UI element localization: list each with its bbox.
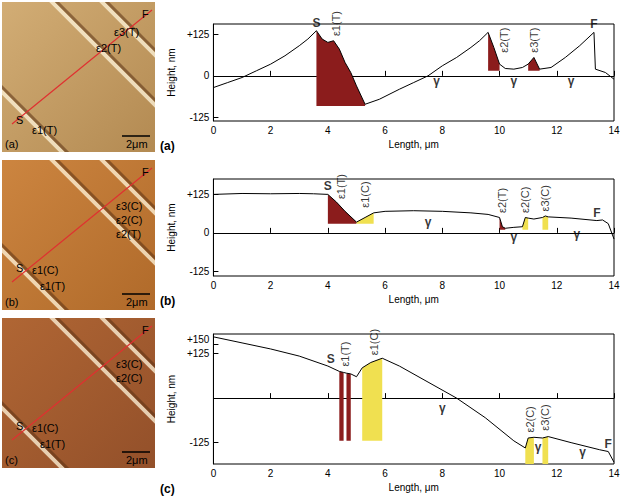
svg-text:ε1(T): ε1(T): [339, 342, 351, 367]
svg-text:+125: +125: [187, 29, 210, 40]
html-text:ε3(C): ε3(C): [116, 358, 143, 370]
svg-text:4: 4: [325, 125, 331, 136]
svg-text:12: 12: [551, 125, 563, 136]
svg-text:10: 10: [494, 468, 506, 479]
svg-text:Length, μm: Length, μm: [389, 139, 439, 150]
html-text:ε1(T): ε1(T): [32, 124, 58, 136]
svg-text:ε3(C): ε3(C): [539, 404, 551, 430]
svg-text:ε3(T): ε3(T): [528, 28, 540, 53]
html-text:ε2(C): ε2(C): [116, 372, 143, 384]
html-text:2μm: 2μm: [126, 296, 148, 308]
svg-text:10: 10: [494, 125, 506, 136]
svg-text:+125: +125: [187, 189, 210, 200]
svg-text:12: 12: [551, 280, 563, 291]
html-text:ε2(T): ε2(T): [96, 42, 122, 54]
html-text:S: S: [16, 420, 24, 432]
svg-text:Height, nm: Height, nm: [166, 48, 177, 96]
svg-text:ε2(C): ε2(C): [519, 187, 531, 213]
svg-text:(b): (b): [160, 294, 175, 308]
svg-text:2: 2: [268, 125, 274, 136]
svg-text:0: 0: [211, 468, 217, 479]
svg-text:+150: +150: [187, 334, 210, 345]
svg-text:8: 8: [440, 468, 446, 479]
html-text:(c): (c): [5, 454, 18, 466]
svg-text:(a): (a): [160, 139, 175, 153]
svg-text:γ: γ: [579, 445, 586, 459]
svg-text:Height, nm: Height, nm: [166, 203, 177, 251]
svg-text:Length, μm: Length, μm: [389, 482, 439, 493]
svg-text:γ: γ: [511, 74, 518, 88]
svg-text:+125: +125: [187, 348, 210, 359]
svg-text:-125: -125: [189, 266, 209, 277]
svg-text:ε1(C): ε1(C): [359, 181, 371, 207]
html-text:F: F: [142, 166, 149, 178]
svg-text:ε2(C): ε2(C): [524, 406, 536, 432]
svg-text:6: 6: [382, 125, 388, 136]
svg-text:0: 0: [204, 227, 210, 238]
svg-text:γ: γ: [568, 74, 575, 88]
html-text:ε1(T): ε1(T): [40, 438, 66, 450]
svg-text:0: 0: [211, 280, 217, 291]
html-text:ε1(T): ε1(T): [40, 280, 66, 292]
html-text:ε1(C): ε1(C): [32, 264, 59, 276]
svg-text:2: 2: [268, 468, 274, 479]
svg-text:γ: γ: [439, 401, 446, 415]
svg-text:F: F: [605, 437, 612, 451]
svg-text:14: 14: [608, 468, 620, 479]
svg-text:2: 2: [268, 280, 274, 291]
svg-text:6: 6: [382, 280, 388, 291]
html-text:(b): (b): [5, 296, 19, 308]
svg-text:0: 0: [211, 125, 217, 136]
svg-text:ε2(T): ε2(T): [498, 28, 510, 53]
svg-text:0: 0: [204, 70, 210, 81]
svg-text:ε1(T): ε1(T): [330, 11, 342, 36]
svg-text:10: 10: [494, 280, 506, 291]
svg-text:-125: -125: [189, 112, 209, 123]
html-text:(a): (a): [5, 138, 19, 150]
html-text:ε2(T): ε2(T): [116, 228, 142, 240]
svg-text:(c): (c): [160, 482, 175, 496]
svg-text:ε1(C): ε1(C): [368, 329, 380, 355]
svg-text:12: 12: [551, 468, 563, 479]
svg-text:ε2(T): ε2(T): [496, 188, 508, 213]
svg-text:14: 14: [608, 280, 620, 291]
svg-text:Height, nm: Height, nm: [166, 375, 177, 423]
svg-text:γ: γ: [535, 440, 542, 454]
svg-text:4: 4: [325, 468, 331, 479]
svg-text:γ: γ: [433, 74, 440, 88]
svg-text:8: 8: [440, 280, 446, 291]
svg-text:γ: γ: [511, 230, 518, 244]
svg-text:-125: -125: [189, 437, 209, 448]
html-text:F: F: [142, 324, 149, 336]
html-text:ε3(T): ε3(T): [114, 26, 140, 38]
svg-text:8: 8: [440, 125, 446, 136]
html-text:2μm: 2μm: [126, 138, 148, 150]
svg-text:γ: γ: [425, 215, 432, 229]
html-text:S: S: [16, 262, 24, 274]
svg-text:ε3(C): ε3(C): [539, 185, 551, 211]
svg-text:4: 4: [325, 280, 331, 291]
svg-text:S: S: [312, 16, 320, 30]
svg-text:14: 14: [608, 125, 620, 136]
html-text:ε3(C): ε3(C): [116, 200, 143, 212]
svg-text:Length, μm: Length, μm: [389, 294, 439, 305]
svg-text:γ: γ: [573, 227, 580, 241]
svg-text:ε1(T): ε1(T): [335, 174, 347, 199]
html-text:ε1(C): ε1(C): [32, 422, 59, 434]
html-text:F: F: [142, 8, 149, 20]
svg-text:6: 6: [382, 468, 388, 479]
html-text:ε2(C): ε2(C): [116, 214, 143, 226]
svg-text:F: F: [590, 17, 597, 31]
svg-text:S: S: [324, 179, 332, 193]
svg-text:F: F: [593, 206, 600, 220]
html-text:S: S: [16, 114, 24, 126]
html-text:2μm: 2μm: [126, 454, 148, 466]
svg-text:S: S: [327, 352, 335, 366]
